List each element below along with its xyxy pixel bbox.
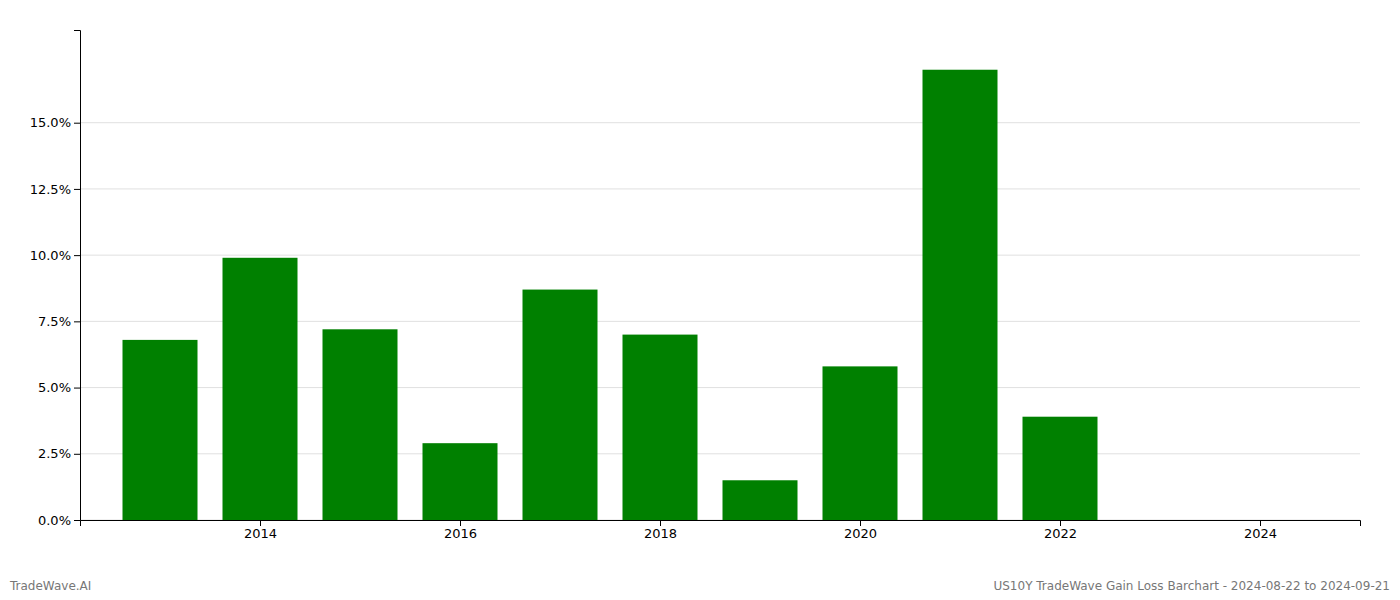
bar	[623, 335, 698, 520]
x-tick: 2018	[644, 520, 677, 541]
bar	[323, 329, 398, 520]
plot-area: 2014 2016 2018 2020 2022 2024 0.0% 2.5% 5.0% 7.5%…	[30, 31, 1361, 542]
x-axis: 2014 2016 2018 2020 2022 2024	[81, 520, 1361, 541]
x-tick-label: 2018	[644, 526, 677, 541]
x-tick-label: 2014	[244, 526, 277, 541]
grid-line	[80, 122, 1360, 123]
footer: TradeWave.AI US10Y TradeWave Gain Loss Ba…	[9, 579, 1390, 593]
bar	[523, 290, 598, 520]
y-tick-label: 12.5%	[30, 182, 71, 197]
bar	[1023, 417, 1098, 520]
y-tick-label: 7.5%	[38, 314, 71, 329]
x-tick-label: 2020	[844, 526, 877, 541]
x-tick: 2016	[444, 520, 477, 541]
y-tick: 12.5%	[30, 182, 80, 197]
x-tick-mark	[660, 520, 661, 526]
y-axis: 0.0% 2.5% 5.0% 7.5% 10.0% 12.5% 15.0%	[30, 31, 81, 528]
bar	[923, 70, 998, 520]
x-tick: 2020	[844, 520, 877, 541]
x-tick: 2024	[1244, 520, 1277, 541]
x-tick-label: 2022	[1044, 526, 1077, 541]
y-tick-mark	[74, 520, 80, 521]
y-tick: 5.0%	[38, 380, 80, 395]
x-tick-mark	[1060, 520, 1061, 526]
x-tick: 2014	[244, 520, 277, 541]
x-tick-mark	[860, 520, 861, 526]
y-tick-mark	[74, 189, 80, 190]
grid	[80, 123, 1360, 520]
footer-text: US10Y TradeWave Gain Loss Barchart - 202…	[993, 579, 1390, 593]
grid-line	[80, 255, 1360, 256]
x-tick-mark	[260, 520, 261, 526]
y-axis-line	[74, 31, 81, 521]
y-tick-label: 2.5%	[38, 446, 71, 461]
bars	[123, 70, 1098, 520]
y-tick-label: 10.0%	[30, 248, 71, 263]
y-tick: 2.5%	[38, 446, 80, 461]
y-tick: 0.0%	[38, 513, 80, 528]
x-tick-label: 2024	[1244, 526, 1277, 541]
y-tick-mark	[74, 321, 80, 322]
footer-text: TradeWave.AI	[9, 579, 91, 593]
x-tick-label: 2016	[444, 526, 477, 541]
bar	[823, 366, 898, 520]
x-tick-mark	[460, 520, 461, 526]
y-tick-mark	[74, 454, 80, 455]
y-tick-label: 5.0%	[38, 380, 71, 395]
bar	[423, 443, 498, 520]
y-tick-mark	[74, 255, 80, 256]
x-axis-line	[81, 521, 1361, 527]
bar	[723, 480, 798, 520]
grid-line	[80, 188, 1360, 189]
x-tick: 2022	[1044, 520, 1077, 541]
y-tick: 10.0%	[30, 248, 80, 263]
y-tick-mark	[74, 123, 80, 124]
y-tick-label: 0.0%	[38, 513, 71, 528]
y-tick-label: 15.0%	[30, 115, 71, 130]
y-tick: 15.0%	[30, 115, 80, 130]
bar	[123, 340, 198, 520]
y-tick: 7.5%	[38, 314, 80, 329]
x-tick-mark	[1260, 520, 1261, 526]
chart-svg: 2014 2016 2018 2020 2022 2024 0.0% 2.5% 5.0% 7.5%…	[0, 0, 1400, 600]
bar	[223, 258, 298, 520]
y-tick-mark	[74, 388, 80, 389]
